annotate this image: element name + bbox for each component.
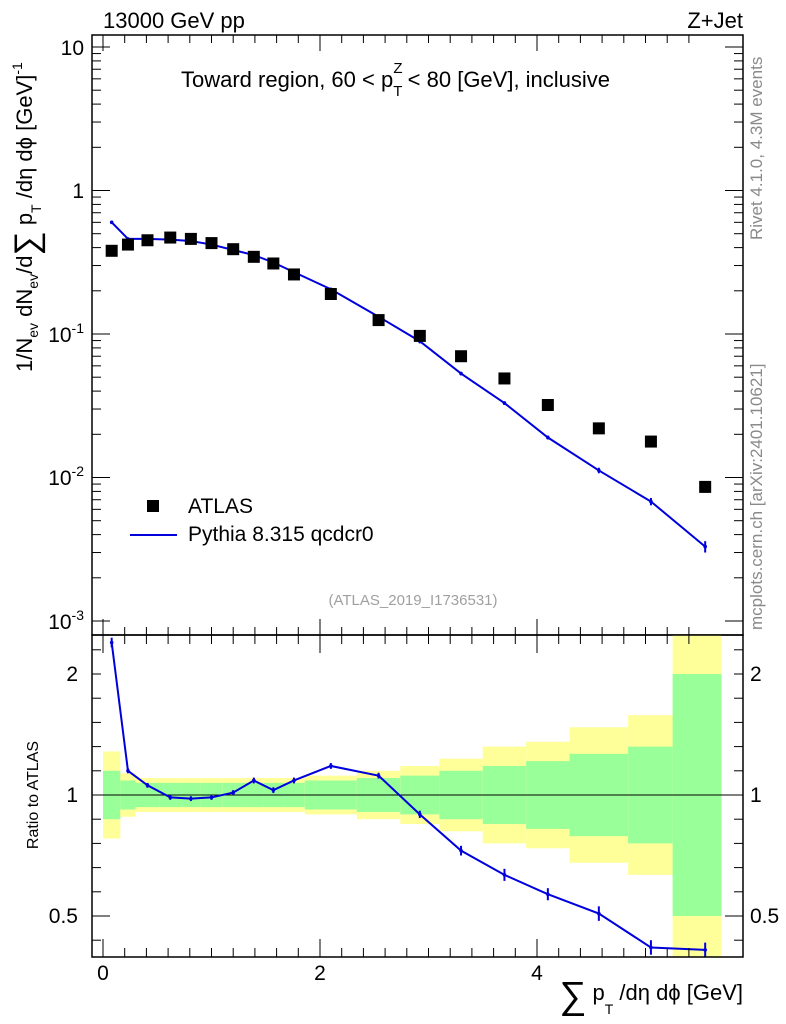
ratio-point (502, 873, 507, 877)
ratio-point (189, 796, 193, 801)
main-marks (105, 220, 712, 553)
legend: ATLAS Pythia 8.315 qcdcr0 (130, 495, 374, 546)
atlas-point (699, 480, 712, 493)
x-tick-labels: 0 2 4 (97, 962, 543, 985)
ratio-ticks (92, 635, 743, 957)
atlas-point (205, 237, 218, 250)
ratio-frame (91, 634, 744, 958)
legend-data-label: ATLAS (188, 495, 253, 518)
ratio-point (329, 764, 333, 768)
ratio-point (418, 812, 422, 817)
atlas-point (247, 250, 260, 263)
ratio-point (649, 945, 653, 950)
x-tick-label: 4 (531, 962, 543, 985)
ratio-point (126, 769, 130, 773)
ratio-marks (109, 637, 707, 957)
ratio-y-tick-label: 2 (66, 663, 78, 686)
mc-point (459, 371, 463, 376)
main-y-tick-label: 10-1 (48, 320, 84, 347)
main-y-tick-labels: 10-3 10-2 10-1 1 10 (48, 37, 84, 634)
atlas-point (324, 287, 337, 300)
atlas-point (541, 399, 554, 412)
x-tick-label: 0 (97, 962, 109, 985)
atlas-point (592, 422, 605, 435)
ratio-y-tick-label-right: 2 (750, 663, 762, 686)
x-tick-label: 2 (314, 962, 326, 985)
main-y-tick-label: 10 (61, 37, 84, 60)
mc-point (703, 544, 707, 549)
ratio-point (292, 778, 296, 783)
atlas-point (455, 350, 468, 363)
main-ticks (92, 35, 743, 635)
ratio-y-tick-label: 1 (66, 784, 78, 807)
plot-title-part2: < 80 [GeV], inclusive (402, 67, 611, 92)
main-y-tick-label: 10-2 (48, 463, 84, 490)
x-axis-label: ∑ pT /dη dϕ [GeV] (559, 975, 743, 1017)
mc-point (502, 401, 507, 405)
plot-title-part1: Toward region, 60 < p (181, 67, 393, 92)
atlas-point (105, 244, 118, 257)
ratio-point (597, 911, 601, 916)
ratio-point (376, 773, 381, 778)
atlas-point (498, 372, 511, 385)
ratio-point (145, 783, 150, 788)
mcplots-label: mcplots.cern.ch [arXiv:2401.10621] (747, 364, 766, 630)
ratio-point (252, 778, 256, 783)
ratio-point (109, 640, 114, 645)
ratio-y-tick-label: 0.5 (49, 905, 78, 928)
plot-title: Toward region, 60 < pTZ < 80 [GeV], incl… (181, 60, 610, 100)
atlas-point (372, 314, 385, 327)
rivet-label: Rivet 4.1.0, 4.3M events (747, 57, 766, 240)
ratio-point (209, 795, 214, 800)
ratio-point (168, 795, 173, 800)
atlas-point (141, 234, 154, 247)
atlas-point (227, 243, 240, 256)
ratio-y-tick-label-right: 1 (750, 784, 762, 807)
header-left: 13000 GeV pp (103, 8, 245, 33)
mc-point (546, 435, 550, 440)
mc-point (109, 220, 114, 225)
atlas-point (644, 435, 657, 448)
atlas-point (287, 268, 300, 281)
main-panel: Toward region, 60 < pTZ < 80 [GeV], incl… (8, 34, 744, 636)
atlas-point (267, 257, 280, 270)
plot-title-sub: T (393, 83, 402, 100)
ratio-y-tick-labels: 0.5 1 2 0.5 1 2 (49, 663, 779, 928)
atlas-point (164, 231, 177, 244)
ratio-y-axis-label: Ratio to ATLAS (25, 741, 42, 849)
ratio-point (703, 948, 707, 952)
atlas-point (413, 329, 426, 342)
ratio-point (271, 788, 276, 792)
main-y-axis-label: 1/Nev dNev/d∑ pT /dη dϕ [GeV]-1 (8, 62, 46, 372)
ratio-point (231, 790, 235, 795)
ratio-y-tick-label-right: 0.5 (750, 905, 779, 928)
ratio-point (546, 892, 550, 897)
main-y-tick-label: 10-3 (48, 607, 84, 634)
atlas-point (121, 238, 134, 251)
reference-label: (ATLAS_2019_I1736531) (328, 592, 497, 609)
legend-mc-label: Pythia 8.315 qcdcr0 (188, 523, 374, 546)
ratio-point (459, 848, 463, 853)
mc-point (597, 468, 601, 473)
ratio-panel: 0.5 1 2 0.5 1 2 Ratio to ATLAS 0 2 4 ∑ p… (25, 634, 779, 1017)
legend-data-marker (147, 500, 159, 512)
mc-point (649, 499, 653, 504)
header-right: Z+Jet (687, 8, 743, 33)
ratio-bands (103, 635, 722, 957)
plot-title-sup: Z (393, 60, 402, 77)
main-y-tick-label: 1 (72, 180, 84, 203)
atlas-point (184, 232, 197, 245)
